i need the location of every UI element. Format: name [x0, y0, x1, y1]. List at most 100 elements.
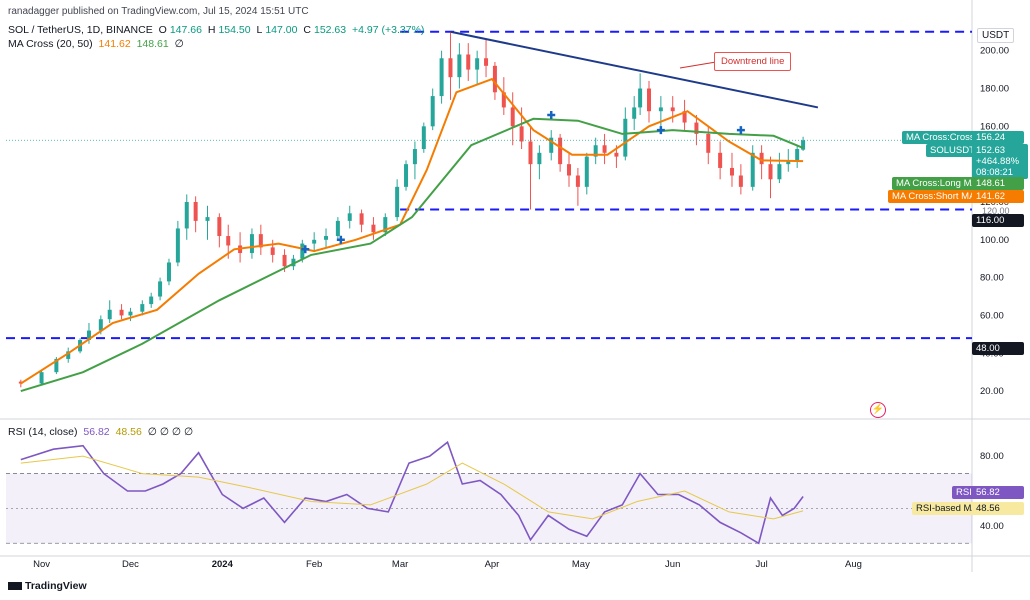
time-tick-label: May: [572, 559, 590, 570]
ma-cross-value: 156.24: [972, 131, 1024, 144]
candle-body: [282, 254, 287, 267]
ohlc-low: 147.00: [265, 24, 298, 36]
candle-body: [412, 149, 417, 165]
candle-body: [140, 304, 145, 312]
candle-body: [501, 92, 506, 108]
candle-body: [270, 247, 275, 255]
currency-label[interactable]: USDT: [977, 28, 1015, 43]
candle-body: [249, 234, 254, 254]
rsi-ma-line: [20, 455, 804, 520]
symbol-info: SOL / TetherUS, 1D, BINANCE O 147.66 H 154…: [8, 24, 427, 36]
candle-body: [457, 54, 462, 78]
candle-body: [128, 311, 133, 316]
downtrend-line: [450, 30, 819, 109]
ohlc-close-label: C: [303, 24, 311, 36]
candle-body: [795, 149, 800, 161]
candle-body: [647, 88, 652, 112]
candle-body: [421, 126, 426, 150]
symbol-countdown: 08:08:21: [976, 167, 1013, 178]
candle-body: [39, 372, 44, 384]
annotation-pointer: [679, 61, 717, 69]
time-tick-label: Jun: [665, 559, 680, 570]
ma-cross-marker: [736, 126, 745, 135]
time-tick-label: 2024: [212, 559, 234, 570]
rsi-ma-label: RSI-based MA: [912, 502, 982, 515]
price-tick-label: 60.00: [980, 310, 1004, 321]
hidden-tick-120: 120.00: [982, 206, 1010, 216]
ohlc-low-label: L: [256, 24, 263, 36]
ohlc-high: 154.50: [218, 24, 251, 36]
ma-cross-label: MA Cross:Cross: [902, 131, 979, 144]
rsi-legend: RSI (14, close) 56.82 48.56 ∅ ∅ ∅ ∅: [8, 426, 196, 438]
candle-body: [359, 213, 364, 225]
candle-body: [558, 137, 563, 165]
price-tick-label: 180.00: [980, 84, 1009, 95]
time-tick-label: Dec: [122, 559, 139, 570]
candle-body: [258, 234, 263, 248]
short-ma-label: MA Cross:Short MA: [888, 190, 980, 203]
rsi-label: RSI: [952, 486, 976, 499]
price-tick-label: 200.00: [980, 46, 1009, 57]
candle-body: [448, 58, 453, 78]
price-tick-label: 80.00: [980, 273, 1004, 284]
candle-body: [786, 160, 791, 165]
price-tick-label: 160.00: [980, 121, 1009, 132]
candle-body: [768, 164, 773, 180]
price-tick-label: 20.00: [980, 386, 1004, 397]
lightning-icon[interactable]: ⚡: [870, 402, 886, 418]
candle-body: [718, 152, 723, 168]
candle-body: [158, 281, 163, 297]
candle-body: [430, 96, 435, 127]
rsi-legend-ma: 48.56: [115, 426, 142, 438]
tv-logo-icon: [8, 582, 22, 591]
candle-body: [166, 262, 171, 282]
tv-brand-text: TradingView: [25, 580, 87, 592]
candle-body: [98, 319, 103, 331]
rsi-tick-label: 40.00: [980, 521, 1004, 532]
rsi-legend-value: 56.82: [83, 426, 110, 438]
rsi-legend-name: RSI (14, close): [8, 426, 78, 438]
candle-body: [777, 164, 782, 180]
rsi-ma-value: 48.56: [972, 502, 1024, 515]
time-tick-label: Apr: [485, 559, 500, 570]
short-ma-line: [20, 77, 804, 385]
short-ma-value: 141.62: [972, 190, 1024, 203]
candle-body: [528, 141, 533, 165]
candle-body: [193, 201, 198, 221]
candle-body: [738, 175, 743, 187]
published-line: ranadagger published on TradingView.com,…: [8, 6, 309, 17]
rsi-legend-extra: ∅ ∅ ∅ ∅: [147, 426, 194, 438]
candle-body: [519, 126, 524, 142]
ma-legend-short: 141.62: [98, 38, 131, 50]
candle-body: [682, 111, 687, 123]
candle-body: [466, 54, 471, 70]
candle-body: [593, 145, 598, 157]
symbol-title: SOL / TetherUS, 1D, BINANCE: [8, 24, 153, 36]
candle-body: [706, 133, 711, 153]
ma-legend-name: MA Cross (20, 50): [8, 38, 93, 50]
candle-body: [205, 217, 210, 221]
candle-body: [492, 65, 497, 93]
candle-body: [291, 258, 296, 267]
candle-body: [750, 152, 755, 187]
candle-body: [335, 220, 340, 237]
ma-cross-marker: [547, 110, 556, 119]
candle-body: [395, 186, 400, 218]
rsi-value: 56.82: [972, 486, 1024, 499]
candle-body: [484, 58, 489, 66]
time-tick-label: Aug: [845, 559, 862, 570]
candle-body: [54, 358, 59, 373]
candle-body: [226, 236, 231, 246]
candle-body: [584, 156, 589, 187]
candle-body: [324, 236, 329, 240]
candle-body: [383, 217, 388, 233]
ma-cross-marker: [301, 245, 310, 254]
candle-body: [614, 152, 619, 157]
ohlc-open-label: O: [158, 24, 167, 36]
symbol-price-box: 152.63 +464.88% 08:08:21: [972, 144, 1028, 179]
ma-legend-cross: ∅: [174, 38, 184, 50]
time-tick-label: Feb: [306, 559, 322, 570]
symbol-pct: +464.88%: [976, 156, 1020, 167]
ohlc-change: +4.97 (+3.37%): [352, 24, 425, 36]
